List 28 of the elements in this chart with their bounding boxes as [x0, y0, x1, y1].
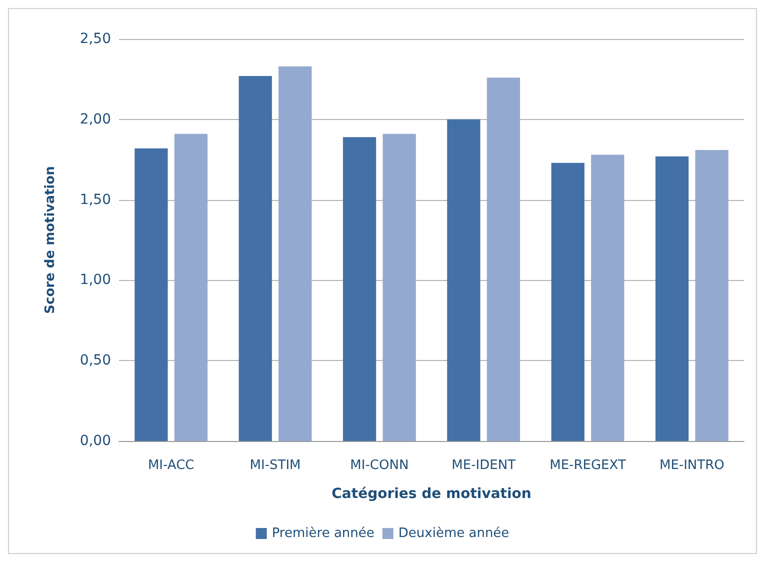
x-tick-label: MI-CONN [350, 458, 409, 473]
bar [486, 78, 520, 441]
bar [134, 148, 168, 441]
bar [174, 134, 208, 441]
bar [447, 119, 480, 441]
bar [591, 154, 624, 441]
y-tick-label: 0,00 [80, 433, 111, 449]
bar [695, 150, 728, 441]
bar [655, 156, 689, 441]
x-tick-label: ME-REGEXT [550, 458, 626, 473]
bar [278, 66, 312, 441]
bar [551, 162, 584, 441]
bar [342, 137, 376, 441]
y-tick-label: 0,50 [80, 352, 111, 369]
legend-label: Deuxième année [398, 526, 510, 541]
x-axis-title: Catégories de motivation [332, 486, 532, 502]
legend-label: Première année [272, 526, 374, 541]
x-tick-label: MI-STIM [250, 458, 301, 473]
y-tick-label: 1,50 [80, 192, 111, 208]
y-tick-label: 2,50 [80, 31, 111, 47]
bar [238, 76, 272, 441]
bar [382, 134, 416, 441]
x-tick-label: MI-ACC [148, 458, 194, 473]
y-tick-label: 2,00 [80, 111, 111, 128]
x-tick-label: ME-IDENT [452, 458, 516, 473]
y-tick-label: 1,00 [80, 272, 111, 288]
y-axis-title: Score de motivation [43, 166, 58, 314]
x-tick-label: ME-INTRO [659, 458, 724, 473]
